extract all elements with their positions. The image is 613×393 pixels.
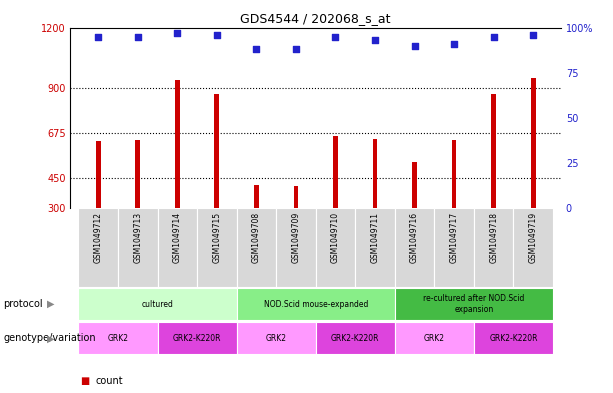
Bar [373, 139, 378, 208]
Point [212, 31, 222, 38]
Bar [197, 208, 237, 287]
Point [489, 33, 498, 40]
Text: GSM1049713: GSM1049713 [133, 212, 142, 263]
Bar [395, 288, 553, 320]
Bar [395, 208, 435, 287]
Point [528, 31, 538, 38]
Text: protocol: protocol [3, 299, 43, 309]
Text: GSM1049718: GSM1049718 [489, 212, 498, 263]
Bar [254, 185, 259, 208]
Point [172, 30, 182, 36]
Text: GSM1049714: GSM1049714 [173, 212, 182, 263]
Bar [276, 208, 316, 287]
Text: ■: ■ [80, 376, 89, 386]
Text: GRK2-K220R: GRK2-K220R [489, 334, 538, 343]
Bar [237, 322, 316, 354]
Bar [435, 208, 474, 287]
Bar [78, 208, 118, 287]
Text: cultured: cultured [142, 300, 173, 309]
Text: GRK2-K220R: GRK2-K220R [173, 334, 221, 343]
Bar [175, 80, 180, 208]
Bar [158, 322, 237, 354]
Bar [491, 94, 496, 208]
Text: GSM1049715: GSM1049715 [212, 212, 221, 263]
Bar [452, 140, 457, 208]
Bar [237, 288, 395, 320]
Bar [531, 78, 536, 208]
Text: GRK2-K220R: GRK2-K220R [331, 334, 379, 343]
Bar [78, 288, 237, 320]
Point [409, 42, 419, 49]
Text: GSM1049709: GSM1049709 [291, 212, 300, 263]
Bar [118, 208, 158, 287]
Text: ▶: ▶ [47, 299, 55, 309]
Bar [316, 322, 395, 354]
Text: ▶: ▶ [47, 333, 55, 343]
Text: GRK2: GRK2 [424, 334, 445, 343]
Text: GSM1049717: GSM1049717 [449, 212, 459, 263]
Point [251, 46, 261, 52]
Bar [158, 208, 197, 287]
Point [133, 33, 143, 40]
Bar [294, 186, 299, 208]
Bar [78, 322, 158, 354]
Point [449, 40, 459, 47]
Bar [514, 208, 553, 287]
Bar [356, 208, 395, 287]
Bar [237, 208, 276, 287]
Text: GSM1049711: GSM1049711 [370, 212, 379, 263]
Bar [333, 136, 338, 208]
Point [93, 33, 103, 40]
Bar [395, 322, 474, 354]
Text: GSM1049719: GSM1049719 [528, 212, 538, 263]
Text: genotype/variation: genotype/variation [3, 333, 96, 343]
Text: GRK2: GRK2 [107, 334, 129, 343]
Text: count: count [95, 376, 123, 386]
Point [370, 37, 380, 43]
Bar [474, 208, 514, 287]
Text: GSM1049710: GSM1049710 [331, 212, 340, 263]
Text: re-cultured after NOD.Scid
expansion: re-cultured after NOD.Scid expansion [423, 294, 525, 314]
Bar [215, 94, 219, 208]
Bar [316, 208, 356, 287]
Text: GSM1049708: GSM1049708 [252, 212, 261, 263]
Point [330, 33, 340, 40]
Bar [96, 141, 101, 208]
Text: GSM1049712: GSM1049712 [94, 212, 103, 263]
Point [291, 46, 301, 52]
Text: GRK2: GRK2 [265, 334, 287, 343]
Bar [474, 322, 553, 354]
Title: GDS4544 / 202068_s_at: GDS4544 / 202068_s_at [240, 12, 391, 25]
Text: GSM1049716: GSM1049716 [410, 212, 419, 263]
Text: NOD.Scid mouse-expanded: NOD.Scid mouse-expanded [264, 300, 368, 309]
Bar [412, 162, 417, 208]
Bar [135, 140, 140, 208]
